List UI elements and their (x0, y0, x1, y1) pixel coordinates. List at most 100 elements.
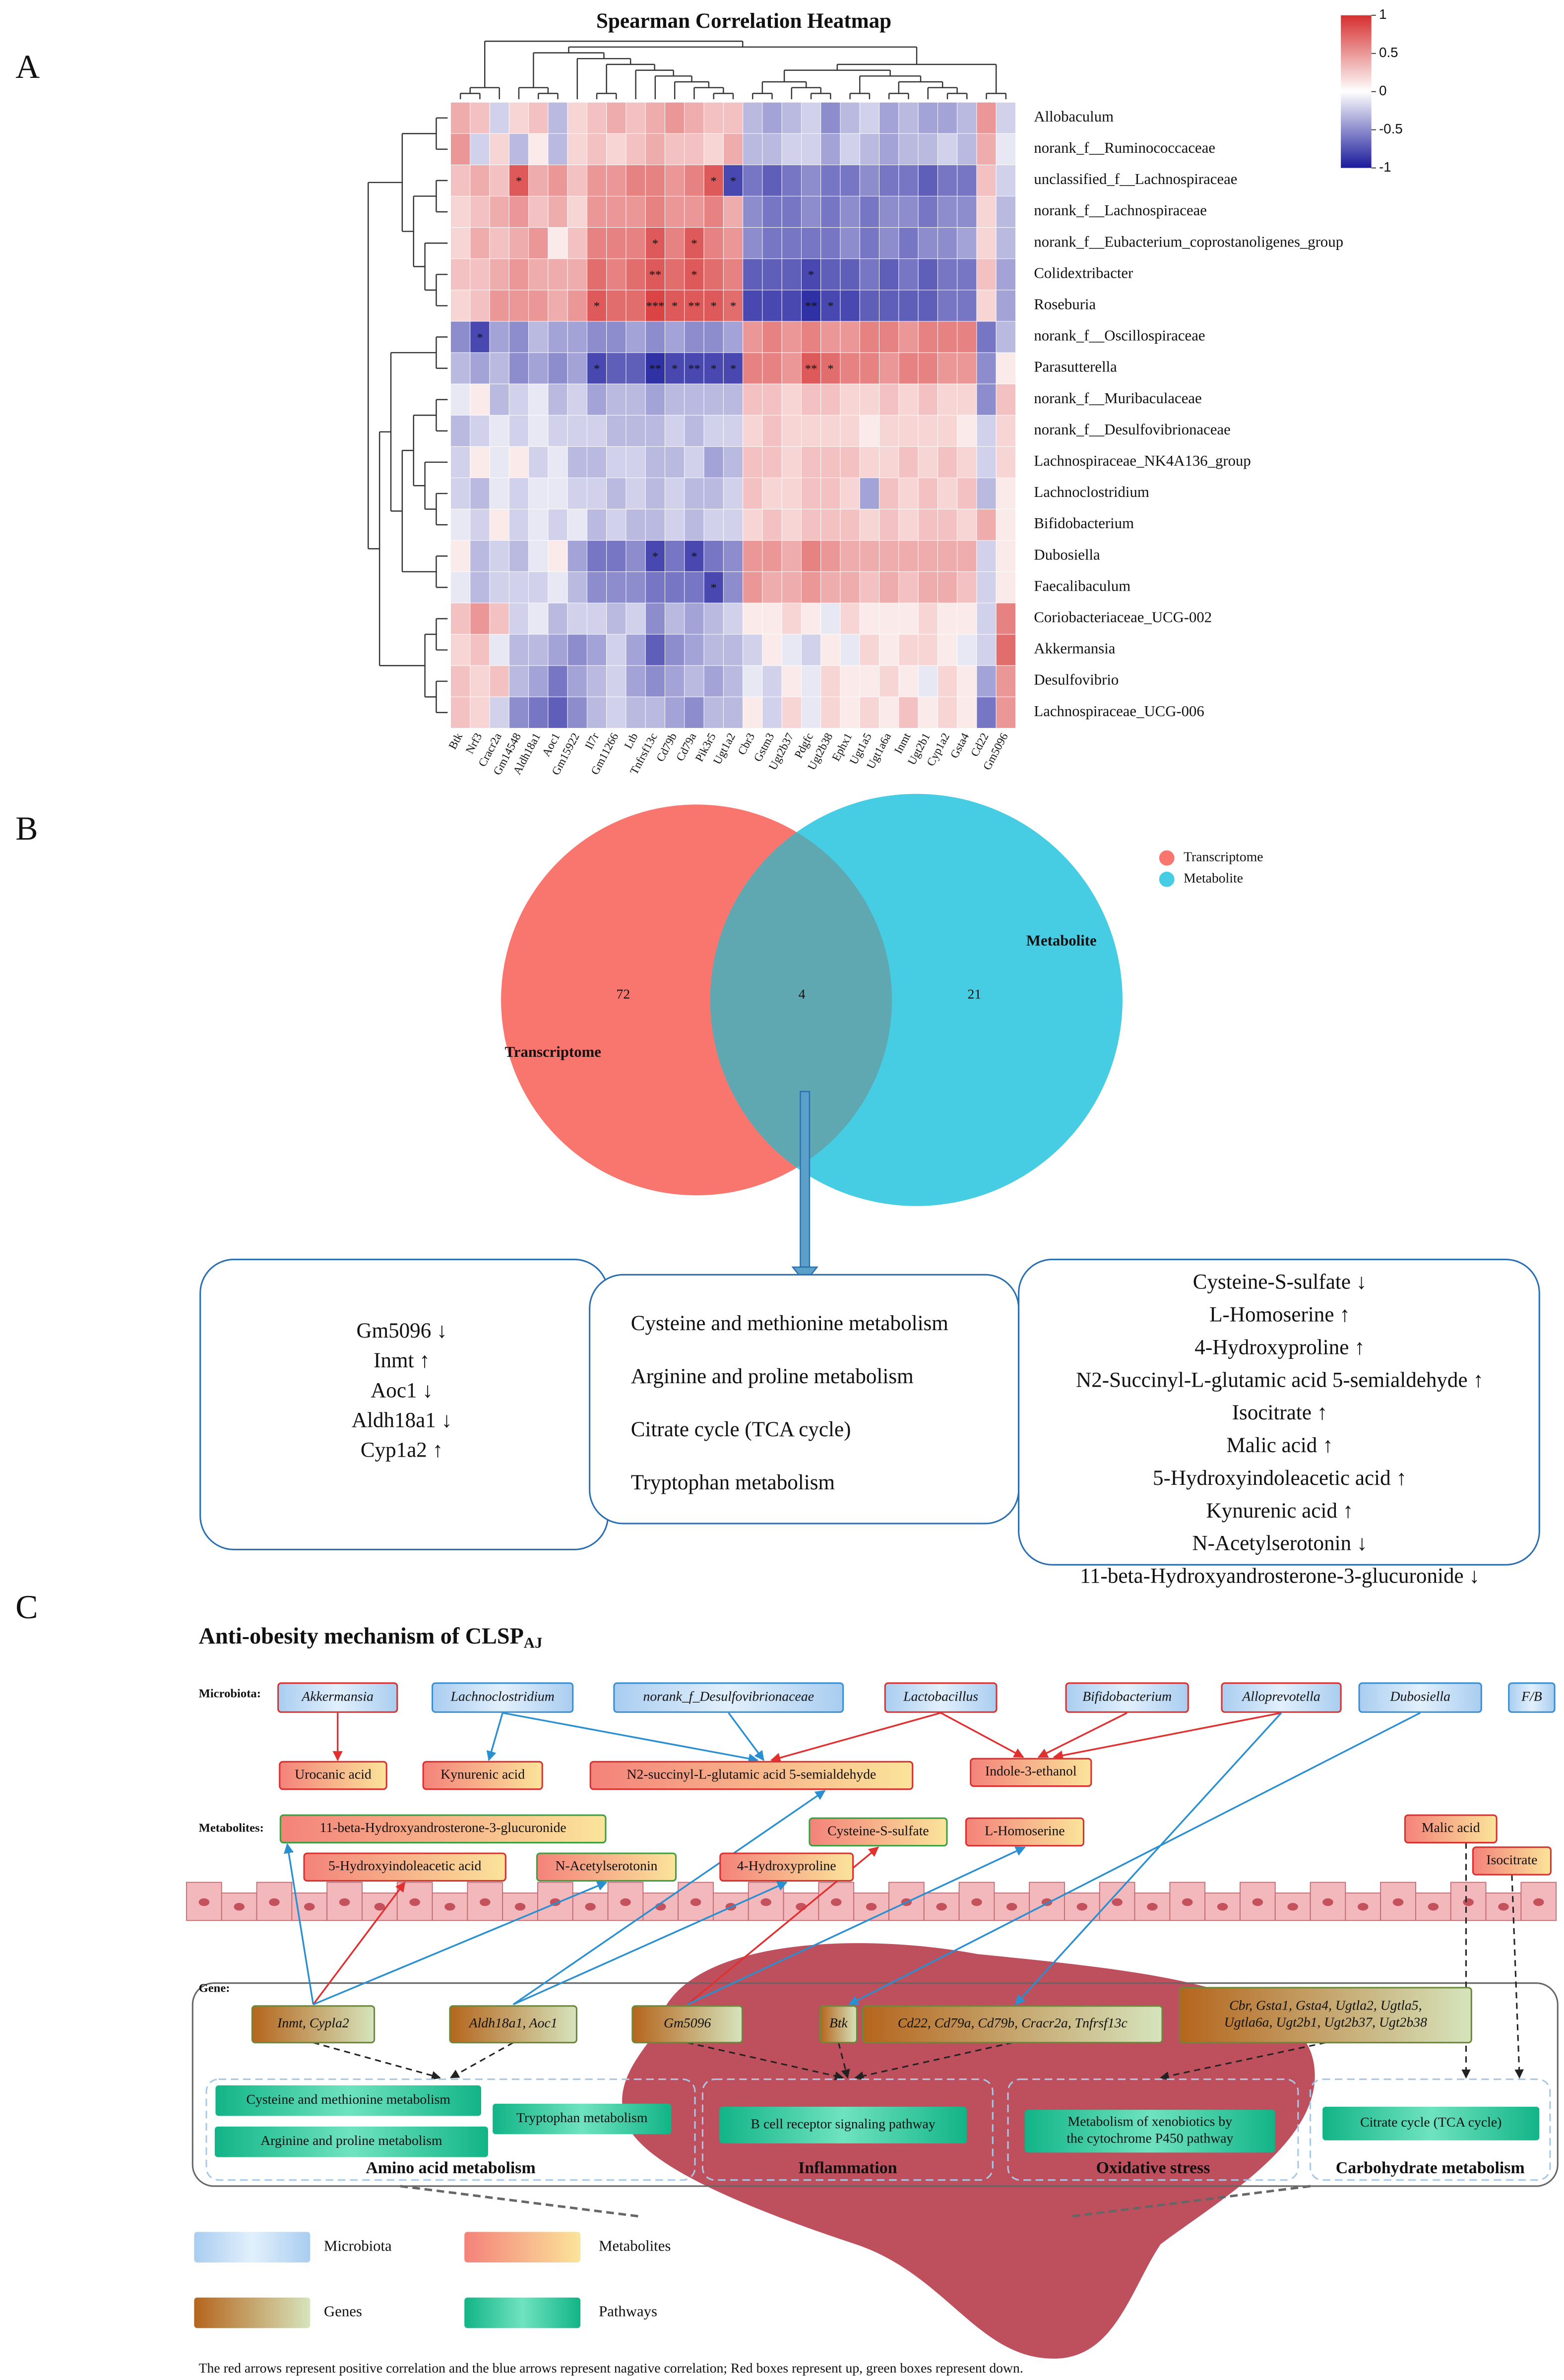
heat-cell (626, 478, 646, 510)
heat-cell (840, 383, 860, 416)
venn-set-label: Transcriptome (505, 1043, 601, 1060)
box-label: Akkermansia (301, 1688, 374, 1704)
heat-cell (743, 665, 763, 697)
heat-cell (937, 133, 958, 165)
heat-cell (548, 571, 568, 604)
heat-cell (606, 133, 626, 165)
cell-nucleus (971, 1898, 982, 1906)
heat-cell (528, 634, 549, 666)
heat-cell (470, 164, 490, 197)
box (303, 1852, 506, 1882)
box (970, 1758, 1092, 1787)
heat-cell (626, 509, 646, 541)
heat-cell (606, 415, 626, 447)
cell-nucleus (480, 1898, 491, 1906)
heat-cell (743, 446, 763, 478)
heat-cell (665, 415, 685, 447)
heat-cell (684, 540, 704, 572)
heat-cell (996, 509, 1016, 541)
heat-cell (820, 446, 841, 478)
heat-cell (684, 352, 704, 384)
box-label: N-Acetylserotonin (555, 1858, 657, 1873)
heat-cell (820, 634, 841, 666)
heat-cell (781, 415, 802, 447)
heat-cell (528, 352, 549, 384)
heat-cell (898, 290, 919, 322)
box-label: 11-beta-Hydroxyandrosterone-3-glucuronid… (320, 1820, 566, 1835)
heat-cell (723, 227, 744, 259)
heat-cell (684, 383, 704, 416)
colorbar-tick-label: -1 (1379, 159, 1391, 175)
heat-cell (898, 133, 919, 165)
arrow (940, 1712, 1024, 1758)
significance-label: ** (805, 300, 817, 313)
heat-cell (743, 258, 763, 291)
box-label: Cysteine-S-sulfate (827, 1823, 929, 1838)
heat-cell (606, 696, 626, 729)
heat-cell (606, 478, 626, 510)
heat-cell (606, 603, 626, 635)
heat-cell (684, 603, 704, 635)
heat-cell (684, 164, 704, 197)
heat-cell (626, 665, 646, 697)
heat-cell (820, 509, 841, 541)
heat-cell (450, 102, 471, 134)
heat-cell (937, 352, 958, 384)
heat-cell (567, 415, 587, 447)
heat-cell (489, 571, 509, 604)
row-label: Lachnospiraceae_UCG-006 (1034, 703, 1204, 720)
heat-cell (450, 571, 471, 604)
heat-cell (898, 258, 919, 291)
heat-cell (645, 164, 665, 197)
legend-swatch (1159, 850, 1175, 866)
heat-cell (976, 290, 997, 322)
column-label: Il7r (582, 731, 602, 751)
cell-nucleus (444, 1903, 455, 1911)
heat-cell (665, 540, 685, 572)
heat-cell (626, 571, 646, 604)
box (214, 2127, 488, 2157)
heat-cell (801, 415, 821, 447)
venn-count: 4 (799, 986, 806, 1001)
legend-label: Pathways (599, 2303, 657, 2320)
heat-cell (450, 227, 471, 259)
heat-cell (470, 133, 490, 165)
gene-item: Aldh18a1 ↓ (352, 1408, 452, 1432)
heat-cell (957, 383, 977, 416)
arrow (513, 1881, 788, 2006)
heat-cell (957, 290, 977, 322)
heat-cell (703, 509, 724, 541)
significance-label: * (711, 581, 717, 595)
heat-cell (898, 227, 919, 259)
heat-cell (508, 634, 529, 666)
box (965, 1817, 1084, 1847)
box (1472, 1846, 1552, 1876)
heat-cell (957, 227, 977, 259)
heat-cell (567, 290, 587, 322)
heat-cell (723, 478, 744, 510)
significance-label: * (691, 268, 697, 282)
heat-cell (508, 164, 529, 197)
heat-cell (548, 352, 568, 384)
heat-cell (820, 258, 841, 291)
heat-cell (703, 665, 724, 697)
heat-cell (937, 446, 958, 478)
heat-cell (743, 603, 763, 635)
heat-cell (567, 321, 587, 353)
heat-cell (918, 258, 938, 291)
box (279, 1814, 607, 1843)
heat-cell (898, 352, 919, 384)
heat-cell (820, 603, 841, 635)
significance-label: ** (649, 268, 662, 282)
cell-nucleus (690, 1898, 701, 1906)
heat-cell (470, 196, 490, 228)
row-label: Lachnospiraceae_NK4A136_group (1034, 452, 1251, 469)
box-label: L-Homoserine (985, 1823, 1064, 1838)
heat-cell (879, 196, 899, 228)
heat-cell (645, 352, 665, 384)
title-text: Anti-obesity mechanism of CLSP (199, 1623, 524, 1648)
heat-cell (743, 571, 763, 604)
significance-label: *** (646, 300, 664, 313)
heat-cell (762, 665, 782, 697)
heat-cell (781, 196, 802, 228)
